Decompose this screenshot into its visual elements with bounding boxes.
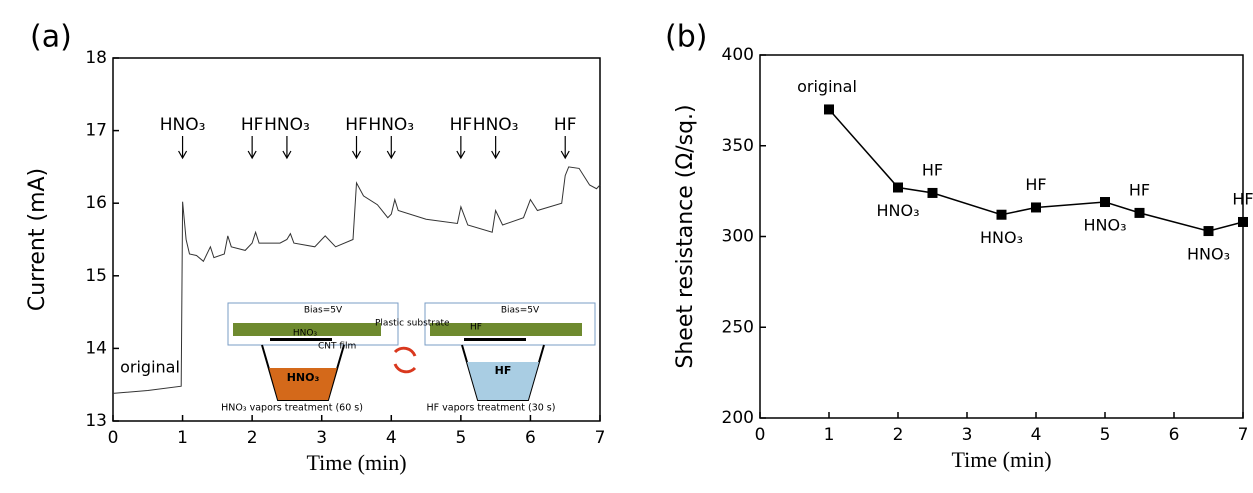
y-axis-label: Current (mA) [25,168,50,311]
inset-label: HNO₃ vapors treatment (60 s) [221,403,363,414]
start-label: original [120,358,180,377]
x-axis-label: Time (min) [951,447,1051,472]
inset-label: HNO₃ [287,371,320,384]
cycle-arrow [393,346,417,374]
y-tick-label: 350 [722,136,754,156]
point-label: HF [1025,175,1046,194]
inset-label: Plastic substrate [375,319,450,329]
data-point [1100,197,1110,208]
panel-label: (b) [665,20,707,55]
arrow-head [456,150,466,160]
arrow-head [560,150,570,160]
annotation: HNO₃ [473,115,519,135]
y-tick-label: 250 [722,317,754,337]
inset-label: HF [470,323,482,333]
circuit [424,302,596,346]
data-point [1134,207,1145,218]
y-tick-label: 300 [722,227,754,247]
x-tick-label: 5 [1100,425,1111,445]
arrow-head [247,150,257,160]
liquid [269,368,337,400]
liquid [467,362,539,400]
y-tick-label: 14 [85,338,107,358]
inset-label: Bias=5V [501,306,540,316]
annotation: HF [554,115,577,135]
panel-label: (a) [30,20,72,55]
data-point [1031,202,1041,213]
inset-label: HNO₃ [293,329,318,339]
annotation: HF [345,115,368,135]
film-bar [430,323,582,336]
point-label: HF [1232,189,1253,208]
x-tick-label: 7 [1238,425,1249,445]
inset-label: HF vapors treatment (30 s) [427,403,556,414]
point-label: HNO₃ [1083,216,1126,235]
inset-diagram [227,302,596,401]
y-tick-label: 13 [85,411,107,431]
arrow-head [178,150,188,160]
x-tick-label: 2 [893,425,904,445]
data-point [927,187,938,198]
y-tick-label: 15 [85,266,107,286]
x-tick-label: 4 [386,428,397,448]
x-tick-label: 0 [755,425,766,445]
inset-label: CNT film [318,342,356,352]
cnt-film [270,338,332,341]
cnt-film [464,338,526,341]
x-tick-label: 1 [824,425,835,445]
annotation: HF [450,115,473,135]
x-tick-label: 4 [1031,425,1042,445]
y-axis-label: Sheet resistance (Ω/sq.) [673,104,698,368]
data-point [996,209,1007,220]
point-label: original [797,77,857,96]
y-tick-label: 18 [85,48,107,68]
x-tick-label: 0 [108,428,119,448]
plot-frame [112,57,601,422]
data-point [1238,216,1248,227]
arrow-head [386,150,396,160]
x-tick-label: 7 [595,428,606,448]
inset-label: Bias=5V [304,306,343,316]
arrow-head [282,150,292,160]
x-tick-label: 5 [455,428,466,448]
y-tick-label: 17 [85,121,107,141]
point-label: HNO₃ [876,201,919,220]
x-tick-label: 3 [962,425,973,445]
point-label: HF [922,160,943,179]
annotation: HF [241,115,264,135]
annotation: HNO₃ [368,115,414,135]
y-tick-label: 200 [722,408,754,428]
film-bar [233,323,381,336]
data-point [1203,226,1214,237]
x-axis-label: Time (min) [306,450,406,475]
x-tick-label: 2 [247,428,258,448]
data-point [893,182,903,193]
x-tick-label: 1 [177,428,188,448]
inset-label: HF [495,364,512,377]
data-point [824,104,834,115]
x-tick-label: 6 [525,428,536,448]
y-tick-label: 16 [85,193,107,213]
y-tick-label: 400 [722,45,754,65]
point-label: HNO₃ [980,228,1023,247]
x-tick-label: 3 [316,428,327,448]
arrow-head [351,150,362,160]
circuit [227,302,399,346]
x-tick-label: 6 [1169,425,1180,445]
point-label: HF [1129,180,1150,199]
point-label: HNO₃ [1187,245,1230,264]
arrow-head [491,150,501,160]
annotation: HNO₃ [160,115,206,135]
annotation: HNO₃ [264,115,310,135]
data-line [112,166,601,394]
